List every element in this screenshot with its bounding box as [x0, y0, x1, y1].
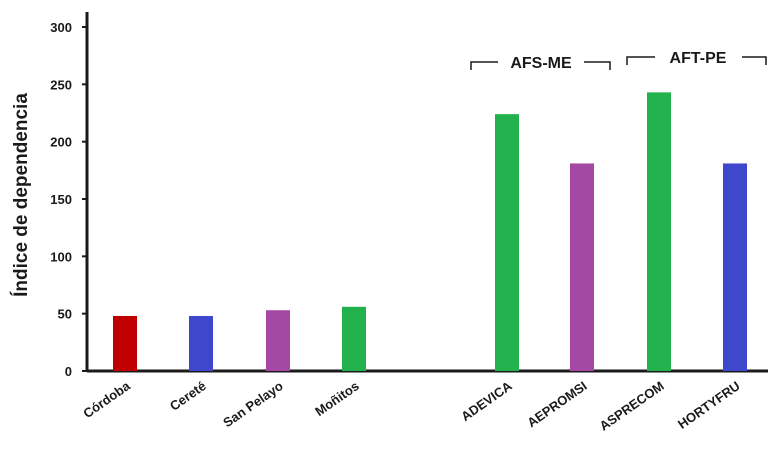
y-tick-label: 250: [50, 77, 72, 92]
y-ticks: 0 50 100 150 200 250 300: [50, 20, 87, 379]
group-bracket: [626, 56, 767, 65]
group-bracket: [470, 61, 611, 70]
bar: [570, 163, 594, 371]
bar: [266, 310, 290, 371]
category-labels: Córdoba Cereté San Pelayo Moñitos ADEVICA AEP…: [80, 378, 742, 434]
category-label: HORTYFRU: [675, 378, 743, 432]
group-brackets: AFS-ME AFT-PE: [470, 50, 767, 72]
category-label: Cereté: [167, 378, 209, 413]
category-label: AEPROMSI: [524, 378, 589, 430]
y-tick-label: 50: [58, 307, 72, 322]
y-tick-label: 200: [50, 135, 72, 150]
y-tick-label: 150: [50, 192, 72, 207]
bar: [723, 163, 747, 371]
y-tick-label: 300: [50, 20, 72, 35]
category-label: ADEVICA: [458, 378, 515, 424]
bars-group: [113, 92, 747, 372]
category-label: ASPRECOM: [597, 378, 667, 433]
category-label: Córdoba: [80, 378, 133, 421]
y-tick-label: 0: [65, 364, 72, 379]
y-tick-label: 100: [50, 249, 72, 264]
bar: [647, 92, 671, 372]
group-label: AFT-PE: [670, 50, 727, 67]
bar: [189, 315, 213, 371]
group-label: AFS-ME: [510, 55, 572, 72]
y-axis-title: Índice de dependencia: [10, 93, 32, 297]
category-label: Moñitos: [312, 378, 361, 419]
bar: [342, 306, 366, 371]
category-label: San Pelayo: [220, 378, 285, 430]
bar: [113, 315, 137, 371]
bar: [495, 114, 519, 371]
